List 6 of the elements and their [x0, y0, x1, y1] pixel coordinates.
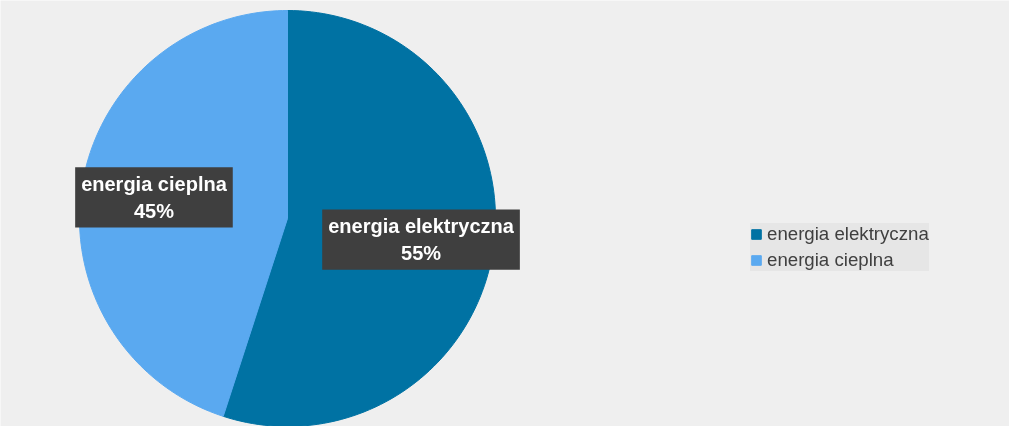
slice-label: energia elektryczna	[328, 215, 515, 238]
legend-label: energia elektryczna	[767, 223, 929, 245]
slice-label: energia cieplna	[81, 173, 228, 196]
legend-label: energia cieplna	[767, 249, 894, 271]
data-label: 55%	[401, 241, 442, 264]
data-label: 45%	[133, 199, 175, 222]
